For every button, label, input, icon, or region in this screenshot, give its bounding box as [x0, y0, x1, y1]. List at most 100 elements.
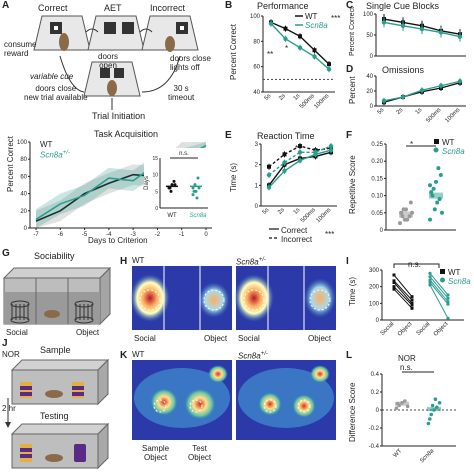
- label-consume-reward: consume reward: [4, 40, 37, 58]
- acq-inset-point: [191, 193, 195, 197]
- f-point: [431, 186, 436, 191]
- acq-inset-point: [191, 186, 195, 190]
- c-point: [381, 20, 387, 25]
- l-point: [430, 403, 435, 408]
- cage-icon: [10, 300, 30, 324]
- f-point: [400, 214, 405, 219]
- e-y-tick-label: 1: [255, 183, 259, 189]
- i-point: [410, 295, 414, 299]
- acq-inset-ns: n.s.: [179, 151, 189, 157]
- l-ns: n.s.: [400, 363, 413, 372]
- h-wt-social-hotspot: [130, 274, 170, 322]
- i-point: [428, 280, 432, 285]
- g-apparatus-svg: [2, 266, 112, 326]
- e-ylabel: Time (s): [229, 162, 238, 192]
- acq-inset-point: [173, 183, 177, 187]
- d-x-tick-label: 1s: [415, 107, 424, 116]
- acq-x-tick-label: -2: [155, 232, 161, 238]
- e-point: [266, 185, 272, 190]
- h-scn-object-hotspot: [304, 278, 336, 318]
- l-point: [428, 417, 432, 421]
- acq-inset-point: [196, 176, 200, 180]
- h-object1: Object: [204, 334, 228, 343]
- label-trial-initiation: Trial Initiation: [92, 111, 146, 121]
- mouse-icon: [44, 310, 60, 318]
- h-object2: Object: [308, 334, 332, 343]
- c-point: [438, 30, 444, 35]
- panel-task-acquisition: Task Acquisition 0 20 40 60 80 100 -7 -6 -5 -4 -3-…: [0, 130, 222, 248]
- f-point: [430, 193, 435, 198]
- f-legend-wt-marker: [434, 139, 439, 144]
- e-legend-correct: Correct: [281, 226, 308, 235]
- i-x-tick-label: Object: [433, 321, 450, 338]
- arrow-icon: [59, 55, 85, 93]
- acq-x-tick-label: -1: [179, 232, 185, 238]
- d-title: Omissions: [382, 65, 425, 75]
- d-ylabel: Percent: [348, 76, 357, 104]
- e-point: [297, 158, 303, 163]
- e-y-tick-label: 3: [255, 142, 259, 148]
- i-pair-line: [393, 286, 413, 306]
- e-y-tick-label: 2: [255, 163, 259, 169]
- d-y-tick-label: 0: [370, 104, 374, 110]
- i-point: [392, 273, 396, 277]
- l-point: [435, 405, 439, 410]
- l-point: [433, 397, 438, 401]
- i-y-tick-label: 100: [369, 301, 380, 307]
- g-title: Sociability: [34, 251, 75, 261]
- label-timeout: 30 s timeout: [168, 84, 195, 102]
- i-point: [428, 283, 432, 287]
- c-y-tick-label: 0: [370, 54, 374, 60]
- arrow-icon: [5, 422, 11, 428]
- acq-inset-point: [170, 183, 174, 187]
- d-y-tick-label: 20: [366, 89, 373, 95]
- acq-inset-point: [192, 189, 196, 193]
- l-y-tick-label: 0.2: [371, 390, 380, 396]
- d-x-tick-label: 100ms: [444, 107, 461, 124]
- f-point: [438, 172, 443, 177]
- i-pair-line: [429, 284, 449, 319]
- i-legend-scn: Scn8a: [448, 277, 471, 286]
- f-y-tick-label: 0.10: [371, 194, 383, 200]
- b-y-tick-label: 40: [253, 90, 260, 96]
- cage-icon: [74, 300, 94, 324]
- panel-b-performance: Performance 100 80 60 40 5s 2s 1s 500ms 100ms Pe…: [225, 0, 343, 128]
- f-point: [399, 210, 404, 215]
- mouse-icon: [107, 80, 117, 96]
- panel-letter-i: I: [346, 256, 349, 267]
- f-legend-scn: Scn8a: [442, 147, 465, 156]
- i-pair-line: [429, 273, 449, 296]
- i-point: [392, 281, 396, 284]
- acq-x-tick-label: -7: [33, 232, 39, 238]
- e-point: [282, 160, 287, 165]
- b-legend-scn: Scn8a: [305, 21, 328, 30]
- e-y-tick-label: 0: [255, 204, 259, 210]
- panel-letter-l: L: [346, 350, 353, 361]
- c-y-tick-label: 100: [363, 12, 374, 18]
- f-y-tick-label: 0.20: [371, 159, 383, 165]
- label-correct: Correct: [38, 3, 68, 13]
- h-scn-social-hotspot: [234, 274, 274, 322]
- acq-inset-y-tick-label: 0: [155, 206, 158, 212]
- i-pair-line: [393, 280, 413, 301]
- acq-x-tick-label: -3: [130, 232, 136, 238]
- k-scn-sup: +/-: [260, 351, 268, 357]
- i-ylabel: Time (s): [348, 276, 357, 306]
- b-ylabel: Percent Correct: [229, 23, 238, 80]
- e-point: [298, 144, 302, 149]
- d-point: [400, 94, 406, 100]
- d-point: [457, 79, 463, 84]
- j-sample-label: Sample: [40, 345, 71, 355]
- b-legend-wt: WT: [305, 12, 318, 21]
- b-x-tick-label: 500ms: [299, 93, 316, 110]
- panel-l-difference-score: NOR n.s. 0.4 0.2 0 -0.2 -0.4 WT Scn8a Differen…: [346, 350, 474, 470]
- panel-letter-g: G: [2, 248, 10, 259]
- acq-legend-scn: Scn8a+/-: [40, 149, 70, 160]
- chamber-trial-initiation: [83, 61, 141, 97]
- acq-inset-bg: [144, 148, 212, 222]
- k-wt-label: WT: [132, 350, 145, 359]
- b-sig: ***: [331, 14, 341, 23]
- e-sig: ***: [325, 230, 335, 239]
- b-title: Performance: [257, 1, 309, 11]
